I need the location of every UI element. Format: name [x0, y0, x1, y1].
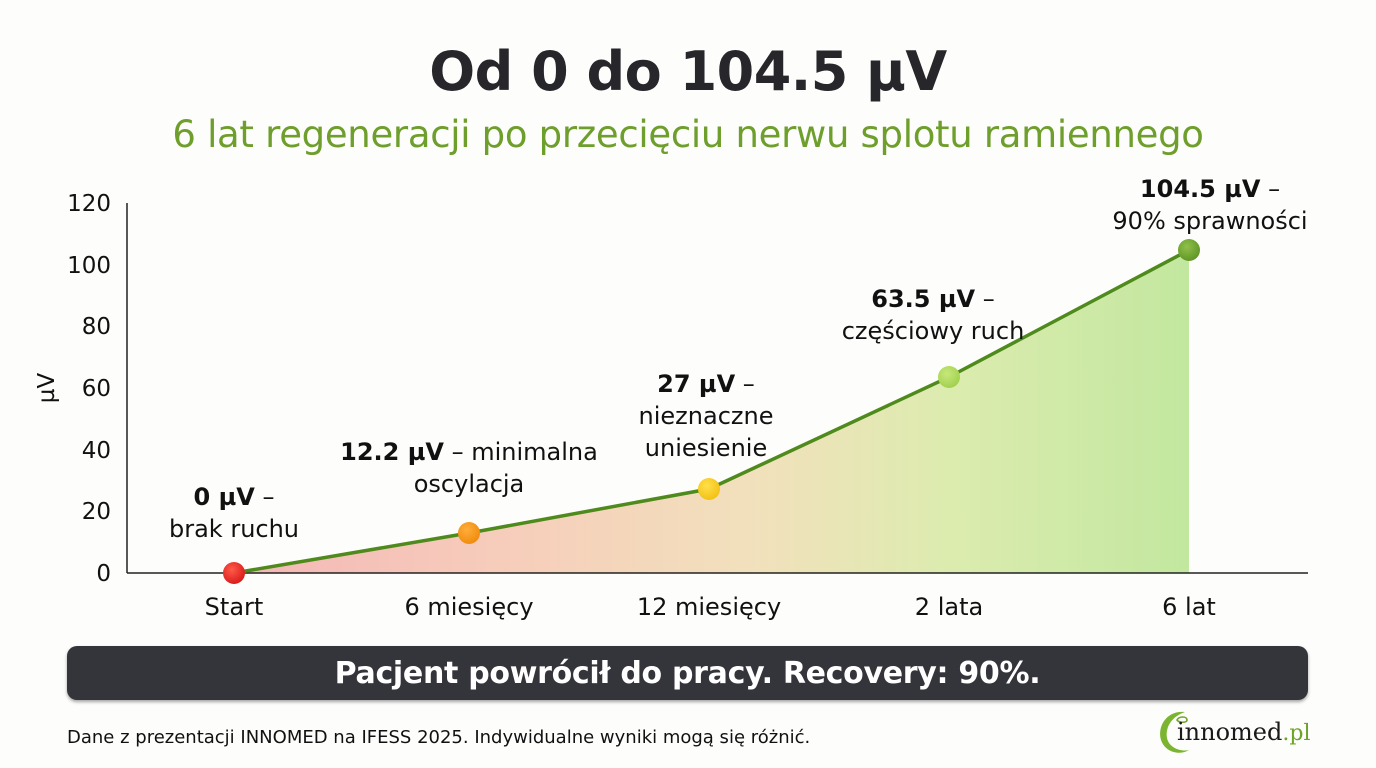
annotation-12-months: 27 µV – nieznaczne uniesienie	[606, 368, 806, 464]
x-tick: 6 miesięcy	[404, 593, 533, 621]
x-tick: 6 lat	[1162, 593, 1216, 621]
y-tick: 80	[82, 314, 111, 340]
x-tick: 2 lata	[915, 593, 983, 621]
annotation-description: 90% sprawności	[1112, 207, 1308, 235]
y-axis-label: µV	[34, 373, 60, 404]
banner-text: Pacjent powrócił do pracy. Recovery: 90%…	[334, 655, 1041, 691]
data-point-6-months	[458, 522, 480, 544]
annotation-value: 104.5 µV	[1139, 175, 1261, 203]
annotation-6-years: 104.5 µV – 90% sprawności	[1090, 173, 1330, 237]
x-tick: 12 miesięcy	[637, 593, 781, 621]
annotation-6-months: 12.2 µV – minimalna oscylacja	[319, 436, 619, 500]
area-fill	[234, 250, 1189, 573]
innomed-swirl-logo-icon	[1160, 711, 1189, 753]
data-point-6-years	[1178, 239, 1200, 261]
annotation-description: oscylacja	[413, 470, 525, 498]
recovery-banner: Pacjent powrócił do pracy. Recovery: 90%…	[67, 646, 1308, 700]
annotation-value: 12.2 µV	[340, 438, 444, 466]
annotation-description: częściowy ruch	[841, 317, 1025, 345]
y-tick: 100	[67, 253, 111, 279]
y-tick: 60	[82, 376, 111, 402]
annotation-description: nieznaczne	[638, 402, 774, 430]
line-chart: 0 20 40 60 80 100 120 µV Start 6 miesięc…	[34, 191, 1308, 621]
annotation-value: 0 µV	[193, 483, 255, 511]
data-point-start	[223, 562, 245, 584]
annotation-start: 0 µV – brak ruchu	[134, 481, 334, 545]
data-point-2-years	[938, 366, 960, 388]
x-tick: Start	[205, 593, 264, 621]
annotation-2-years: 63.5 µV – częściowy ruch	[818, 283, 1048, 347]
annotation-value: 27 µV	[657, 370, 736, 398]
annotation-description: uniesienie	[644, 434, 768, 462]
innomed-logo: innomed.pl	[1155, 708, 1325, 758]
y-tick: 120	[67, 191, 111, 217]
y-tick: 40	[82, 438, 111, 464]
data-point-12-months	[698, 478, 720, 500]
page-title: Od 0 do 104.5 µV	[429, 40, 947, 103]
annotation-description: brak ruchu	[168, 515, 300, 543]
annotation-value: 63.5 µV	[871, 285, 976, 313]
y-tick: 0	[96, 561, 111, 587]
y-tick: 20	[82, 499, 111, 525]
page-subtitle: 6 lat regeneracji po przecięciu nerwu sp…	[172, 113, 1204, 156]
logo-text: innomed.pl	[1177, 718, 1311, 746]
footer-disclaimer: Dane z prezentacji INNOMED na IFESS 2025…	[67, 727, 811, 748]
